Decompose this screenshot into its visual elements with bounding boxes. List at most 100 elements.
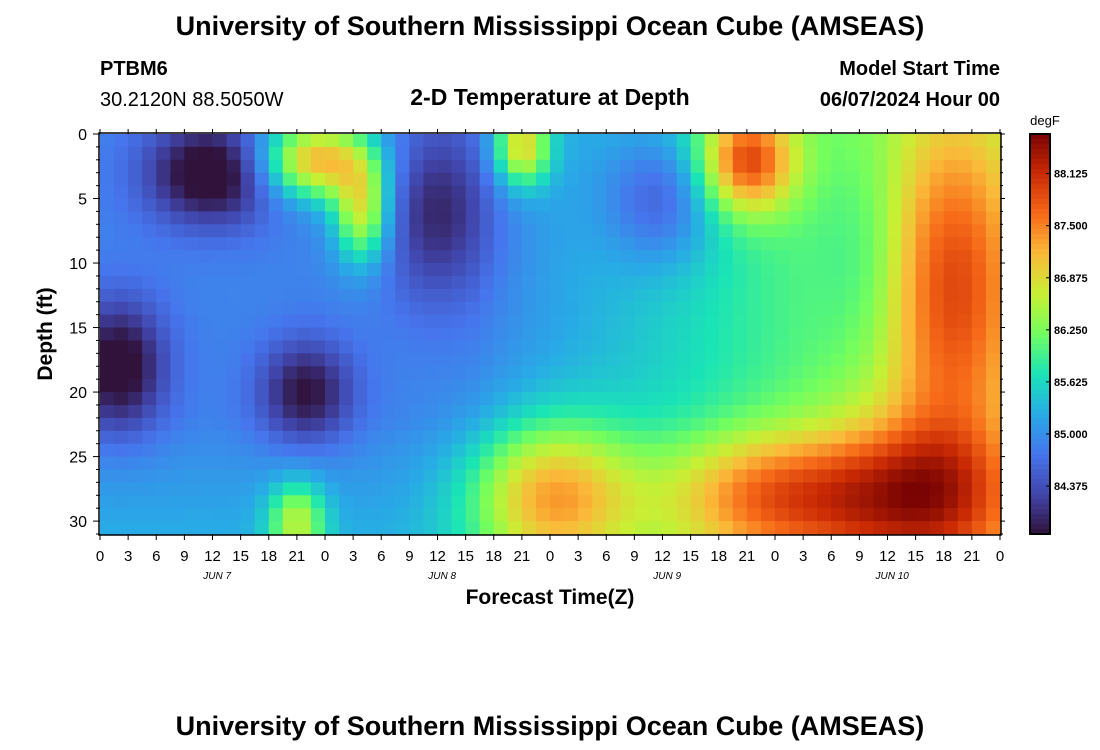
heatmap-cell	[184, 211, 200, 225]
heatmap-cell	[732, 404, 748, 419]
heatmap-cell	[310, 392, 326, 406]
heatmap-cell	[212, 469, 228, 483]
heatmap-cell	[437, 172, 453, 187]
heatmap-cell	[578, 366, 593, 380]
heatmap-cell	[212, 482, 228, 496]
heatmap-cell	[578, 250, 593, 264]
heatmap-cell	[437, 404, 453, 419]
heatmap-cell	[451, 198, 467, 213]
x-tick-label: 12	[654, 548, 671, 565]
heatmap-cell	[437, 495, 453, 509]
heatmap-cell	[578, 275, 593, 290]
heatmap-cell	[268, 314, 284, 329]
heatmap-cell	[564, 211, 579, 225]
heatmap-cell	[212, 275, 228, 290]
heatmap-cell	[915, 417, 931, 432]
heatmap-cell	[493, 340, 509, 354]
heatmap-cell	[507, 263, 523, 277]
heatmap-cell	[282, 404, 298, 419]
heatmap-cell	[676, 404, 692, 419]
heatmap-cell	[971, 392, 987, 406]
heatmap-cell	[240, 263, 256, 277]
heatmap-cell	[493, 392, 509, 406]
heatmap-cell	[339, 456, 354, 471]
heatmap-cell	[268, 379, 284, 393]
heatmap-cell	[662, 508, 678, 522]
heatmap-cell	[873, 495, 889, 509]
heatmap-cell	[704, 469, 720, 483]
heatmap-cell	[620, 430, 635, 445]
heatmap-cell	[156, 482, 171, 496]
heatmap-cell	[789, 469, 804, 483]
heatmap-cell	[198, 237, 214, 251]
heatmap-cell	[409, 430, 425, 445]
colorbar-segment	[1030, 289, 1050, 295]
heatmap-cell	[634, 237, 650, 251]
heatmap-cell	[648, 379, 664, 393]
heatmap-cell	[943, 250, 959, 264]
heatmap-cell	[718, 495, 734, 509]
heatmap-cell	[929, 314, 945, 329]
heatmap-cell	[901, 417, 917, 432]
heatmap-cell	[535, 521, 551, 535]
heatmap-cell	[634, 379, 650, 393]
heatmap-cell	[760, 237, 776, 251]
heatmap-cell	[268, 456, 284, 471]
heatmap-cell	[521, 224, 537, 238]
heatmap-cell	[114, 146, 129, 161]
heatmap-cell	[282, 443, 298, 458]
heatmap-cell	[620, 482, 635, 496]
heatmap-cell	[592, 146, 607, 161]
heatmap-cell	[142, 340, 157, 354]
heatmap-cell	[676, 456, 692, 471]
heatmap-cell	[957, 443, 973, 458]
heatmap-cell	[226, 288, 242, 303]
heatmap-cell	[170, 366, 185, 380]
heatmap-cell	[310, 172, 326, 187]
heatmap-cell	[184, 134, 200, 148]
heatmap-cell	[634, 263, 650, 277]
colorbar-segment	[1030, 264, 1050, 270]
heatmap-cell	[620, 521, 635, 535]
heatmap-cell	[156, 508, 171, 522]
x-tick-label: 6	[602, 548, 610, 565]
heatmap-cell	[859, 134, 875, 148]
heatmap-cell	[268, 146, 284, 161]
heatmap-cell	[296, 172, 312, 187]
heatmap-cell	[690, 185, 706, 200]
heatmap-cell	[943, 288, 959, 303]
heatmap-cell	[592, 250, 607, 264]
heatmap-cell	[325, 198, 340, 213]
heatmap-cell	[521, 340, 537, 354]
heatmap-cell	[578, 353, 593, 367]
heatmap-cell	[957, 159, 973, 174]
heatmap-cell	[662, 172, 678, 187]
heatmap-cell	[817, 469, 832, 483]
heatmap-cell	[634, 495, 650, 509]
heatmap-cell	[704, 185, 720, 200]
heatmap-cell	[831, 146, 846, 161]
heatmap-cell	[817, 250, 832, 264]
heatmap-cell	[704, 211, 720, 225]
heatmap-cell	[296, 482, 312, 496]
heatmap-cell	[732, 508, 748, 522]
heatmap-cell	[578, 392, 593, 406]
heatmap-cell	[184, 288, 200, 303]
heatmap-cell	[648, 366, 664, 380]
day-label: JUN 9	[652, 571, 681, 582]
heatmap-cell	[746, 314, 762, 329]
heatmap-cell	[760, 340, 776, 354]
heatmap-cell	[268, 366, 284, 380]
heatmap-cell	[564, 275, 579, 290]
heatmap-cell	[409, 327, 425, 342]
heatmap-cell	[142, 327, 157, 342]
heatmap-cell	[578, 495, 593, 509]
heatmap-cell	[437, 417, 453, 432]
heatmap-cell	[535, 134, 551, 148]
heatmap-cell	[451, 417, 467, 432]
heatmap-cell	[437, 482, 453, 496]
heatmap-cell	[971, 198, 987, 213]
heatmap-cell	[395, 263, 410, 277]
heatmap-cell	[634, 288, 650, 303]
heatmap-cell	[704, 224, 720, 238]
